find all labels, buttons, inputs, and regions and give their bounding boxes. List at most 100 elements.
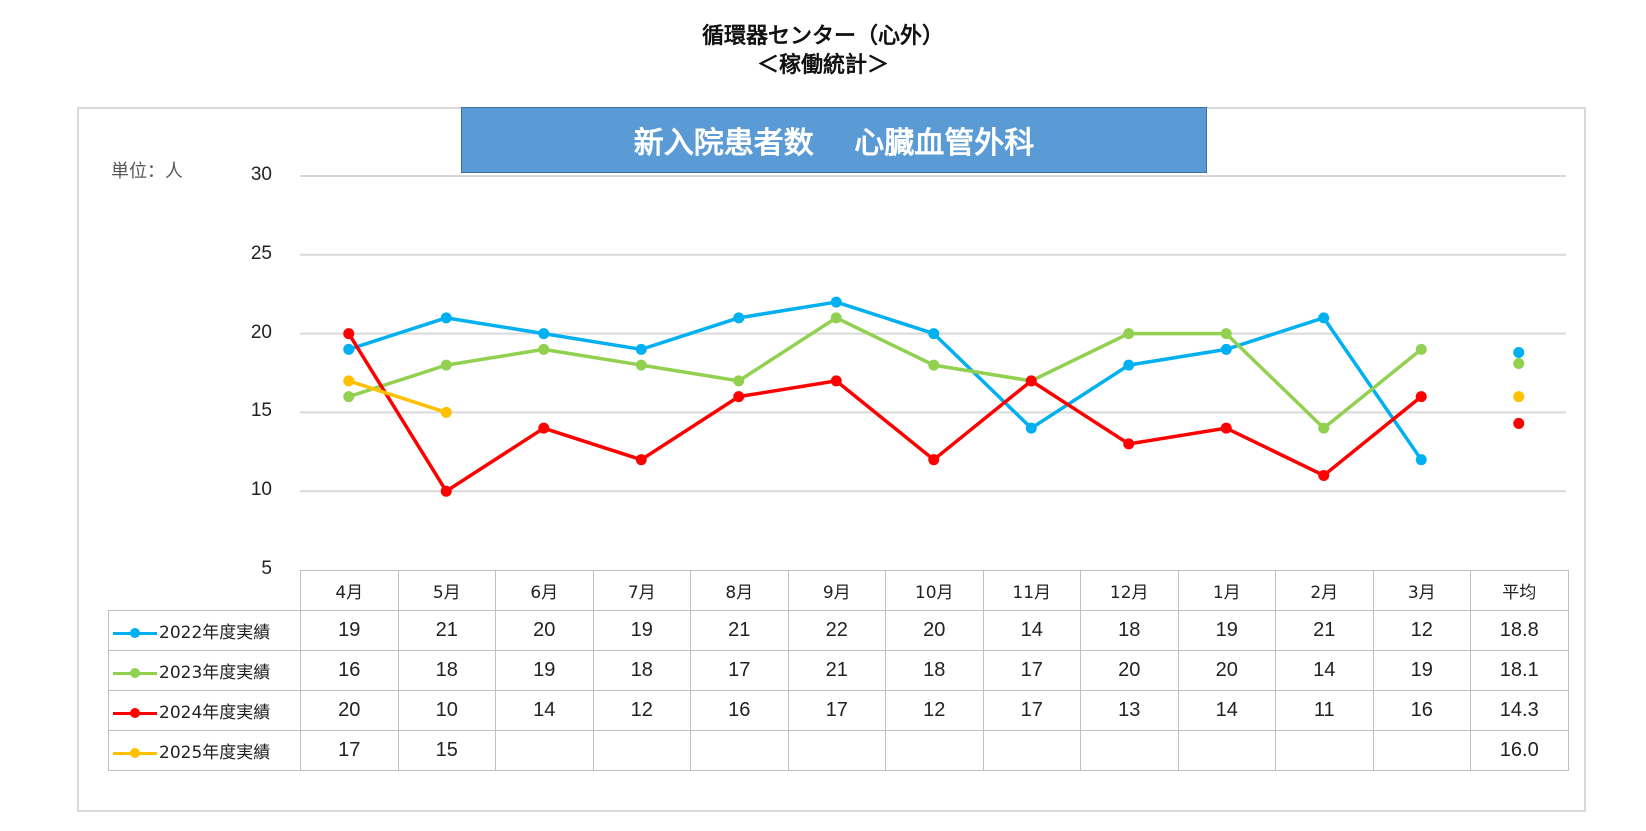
table-cell <box>495 730 594 771</box>
table-header-row: 4月 5月 6月 7月 8月 9月 10月 11月 12月 1月 2月 3月 平均 <box>108 570 1569 611</box>
data-point-2-4 <box>733 391 745 403</box>
legend-key-marker <box>130 628 140 638</box>
page-title-line1: 循環器センター（心外） <box>701 24 944 49</box>
data-point-1-9 <box>1220 328 1232 340</box>
table-cell: 16 <box>300 650 399 691</box>
series-legend-cell: 2022年度実績 <box>108 610 301 651</box>
table-cell: 14 <box>1177 690 1276 731</box>
table-cell <box>592 730 691 771</box>
table-cell <box>982 730 1081 771</box>
data-point-2-1 <box>440 485 452 497</box>
series-line-3 <box>348 379 447 415</box>
table-cell: 14 <box>495 690 594 731</box>
table-cell: 21 <box>787 650 886 691</box>
data-point-3-1 <box>440 406 452 418</box>
page-title: 循環器センター（心外） ＜稼働統計＞ <box>0 22 1646 80</box>
y-tick-label-30: 30 <box>250 164 272 185</box>
table-cell: 17 <box>787 690 886 731</box>
column-header: 5月 <box>397 570 496 611</box>
table-cell <box>1372 730 1471 771</box>
data-point-2-0 <box>343 328 355 340</box>
table-cell: 10 <box>397 690 496 731</box>
page-title-line2: ＜稼働統計＞ <box>756 53 889 78</box>
column-header: 3月 <box>1372 570 1471 611</box>
column-header: 10月 <box>885 570 984 611</box>
table-cell: 20 <box>1080 650 1179 691</box>
data-point-1-11 <box>1415 343 1427 355</box>
legend-key-marker <box>130 708 140 718</box>
data-point-0-1 <box>440 312 452 324</box>
data-point-0-10 <box>1318 312 1330 324</box>
series-name: 2022年度実績 <box>159 623 271 643</box>
data-point-0-7 <box>1025 422 1037 434</box>
data-point-0-5 <box>830 296 842 308</box>
table-cell <box>1177 730 1276 771</box>
series-line-2 <box>347 332 1423 493</box>
data-table: 4月 5月 6月 7月 8月 9月 10月 11月 12月 1月 2月 3月 平均 2022年度実績 19 2… <box>108 570 1569 771</box>
data-point-0-3 <box>635 343 647 355</box>
table-cell: 21 <box>397 610 496 651</box>
table-cell: 18 <box>592 650 691 691</box>
legend-key-icon <box>113 667 157 679</box>
table-cell: 17 <box>982 690 1081 731</box>
table-cell: 21 <box>1275 610 1374 651</box>
column-header: 6月 <box>495 570 594 611</box>
data-point-2-6 <box>928 454 940 466</box>
table-cell: 16 <box>1372 690 1471 731</box>
series-name: 2023年度実績 <box>159 663 271 683</box>
column-header: 11月 <box>982 570 1081 611</box>
table-cell: 21 <box>690 610 789 651</box>
data-point-2-2 <box>538 422 550 434</box>
data-point-3-0 <box>343 375 355 387</box>
table-cell: 20 <box>300 690 399 731</box>
table-row: 2025年度実績 17 15 16.0 <box>108 730 1569 771</box>
series-line-1 <box>348 316 1423 430</box>
table-cell: 19 <box>1372 650 1471 691</box>
table-cell: 19 <box>300 610 399 651</box>
table-cell: 20 <box>495 610 594 651</box>
table-cell: 14 <box>982 610 1081 651</box>
series-0 <box>343 296 1525 466</box>
data-point-1-0 <box>343 391 355 403</box>
table-cell: 19 <box>592 610 691 651</box>
legend-key-icon <box>113 707 157 719</box>
table-cell: 18 <box>885 650 984 691</box>
data-point-0-0 <box>343 343 355 355</box>
y-tick-label-10: 10 <box>250 479 272 501</box>
series-legend-cell: 2023年度実績 <box>108 650 301 691</box>
legend-key-icon <box>113 627 157 639</box>
data-point-1-2 <box>538 343 550 355</box>
data-point-1-6 <box>928 359 940 371</box>
table-row: 2022年度実績 19 21 20 19 21 22 20 14 18 19 21 12 18.8 <box>108 610 1569 651</box>
series-name: 2024年度実績 <box>159 703 271 723</box>
y-tick-label-25: 25 <box>250 242 272 264</box>
data-point-2-11 <box>1415 391 1427 403</box>
data-point-1-10 <box>1318 422 1330 434</box>
legend-key-icon <box>113 747 157 759</box>
table-cell-average: 16.0 <box>1470 730 1569 771</box>
average-point-3 <box>1513 391 1525 403</box>
column-header-average: 平均 <box>1470 570 1569 611</box>
table-cell: 22 <box>787 610 886 651</box>
chart-title-banner: 新入院患者数 心臓血管外科 <box>461 107 1207 173</box>
data-point-2-5 <box>830 375 842 387</box>
legend-key-marker <box>130 668 140 678</box>
table-cell-average: 14.3 <box>1470 690 1569 731</box>
average-point-2 <box>1513 417 1525 429</box>
table-cell: 18 <box>1080 610 1179 651</box>
table-cell: 15 <box>397 730 496 771</box>
table-cell: 12 <box>1372 610 1471 651</box>
data-point-1-4 <box>733 375 745 387</box>
column-header: 1月 <box>1177 570 1276 611</box>
table-row: 2023年度実績 16 18 19 18 17 21 18 17 20 20 14 19 18.1 <box>108 650 1569 691</box>
column-header: 7月 <box>592 570 691 611</box>
data-point-0-8 <box>1123 359 1135 371</box>
data-point-0-6 <box>928 328 940 340</box>
column-header: 8月 <box>690 570 789 611</box>
column-header: 9月 <box>787 570 886 611</box>
data-point-0-4 <box>733 312 745 324</box>
table-cell: 17 <box>300 730 399 771</box>
table-cell-average: 18.1 <box>1470 650 1569 691</box>
unit-label: 単位：人 <box>111 161 183 182</box>
